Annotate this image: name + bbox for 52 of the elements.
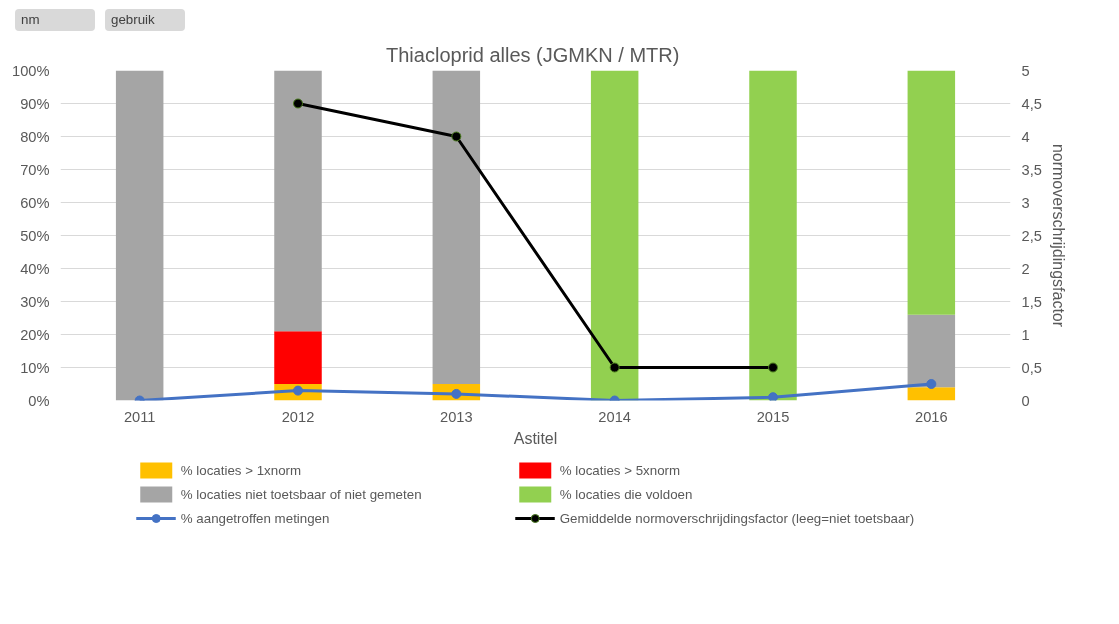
y2-tick-label: 4 <box>1021 128 1030 145</box>
bar <box>907 387 956 401</box>
y2-tick-label: 2 <box>1021 260 1030 277</box>
legend-label: Gemiddelde normoverschrijdingsfactor (leeg=niet toetsbaar) <box>559 510 915 526</box>
y2-tick-label: 5 <box>1021 62 1030 79</box>
y2-tick-label: 4,5 <box>1021 95 1042 112</box>
x-tick-label: 2012 <box>281 408 315 425</box>
text: gebruik <box>111 11 155 29</box>
text: nm <box>21 11 40 29</box>
bar <box>590 70 639 401</box>
bar <box>749 70 797 401</box>
legend-label: % locaties niet toetsbaar of niet gemeten <box>180 486 423 502</box>
legend-label: % locaties die voldoen <box>559 486 694 502</box>
legend-label: % locaties > 5xnorm <box>559 462 682 478</box>
y2-tick-label: 3 <box>1021 194 1030 211</box>
x-axis-title: Astitel <box>513 429 558 447</box>
y-tick-label: 0% <box>28 392 50 409</box>
y-tick-label: 10% <box>20 359 50 376</box>
y-tick-label: 80% <box>20 128 50 145</box>
bar <box>907 314 956 388</box>
y2-tick-label: 3,5 <box>1021 161 1042 178</box>
x-tick-label: 2011 <box>123 408 156 425</box>
bar <box>115 70 164 401</box>
bar <box>274 70 322 332</box>
y2-tick-label: 2,5 <box>1021 227 1042 244</box>
y2-axis-title: normoverschrijdingsfactor <box>1049 143 1067 328</box>
bar <box>907 70 956 315</box>
x-tick-label: 2014 <box>598 408 631 425</box>
x-tick-label: 2016 <box>915 408 948 425</box>
y-tick-label: 100% <box>12 62 50 79</box>
y-tick-label: 40% <box>20 260 50 277</box>
point <box>451 131 462 142</box>
legend-label: % aangetroffen metingen <box>180 510 331 526</box>
y2-tick-label: 0,5 <box>1021 359 1042 376</box>
y-tick-label: 90% <box>20 95 50 112</box>
bar <box>274 331 322 384</box>
y-tick-label: 70% <box>20 161 50 178</box>
bar <box>432 70 481 384</box>
y2-tick-label: 1 <box>1021 326 1030 343</box>
y-tick-label: 50% <box>20 227 50 244</box>
point <box>768 362 778 373</box>
chart-title: Thiacloprid alles (JGMKN / MTR) <box>386 43 680 66</box>
y2-tick-label: 0 <box>1021 392 1030 409</box>
point <box>609 362 620 373</box>
y2-tick-label: 1,5 <box>1021 293 1042 310</box>
y-tick-label: 30% <box>20 293 50 310</box>
x-tick-label: 2015 <box>756 408 790 425</box>
point <box>293 98 303 109</box>
y-tick-label: 60% <box>20 194 50 211</box>
y-tick-label: 20% <box>20 326 50 343</box>
x-tick-label: 2013 <box>440 408 473 425</box>
legend-label: % locaties > 1xnorm <box>180 462 303 478</box>
